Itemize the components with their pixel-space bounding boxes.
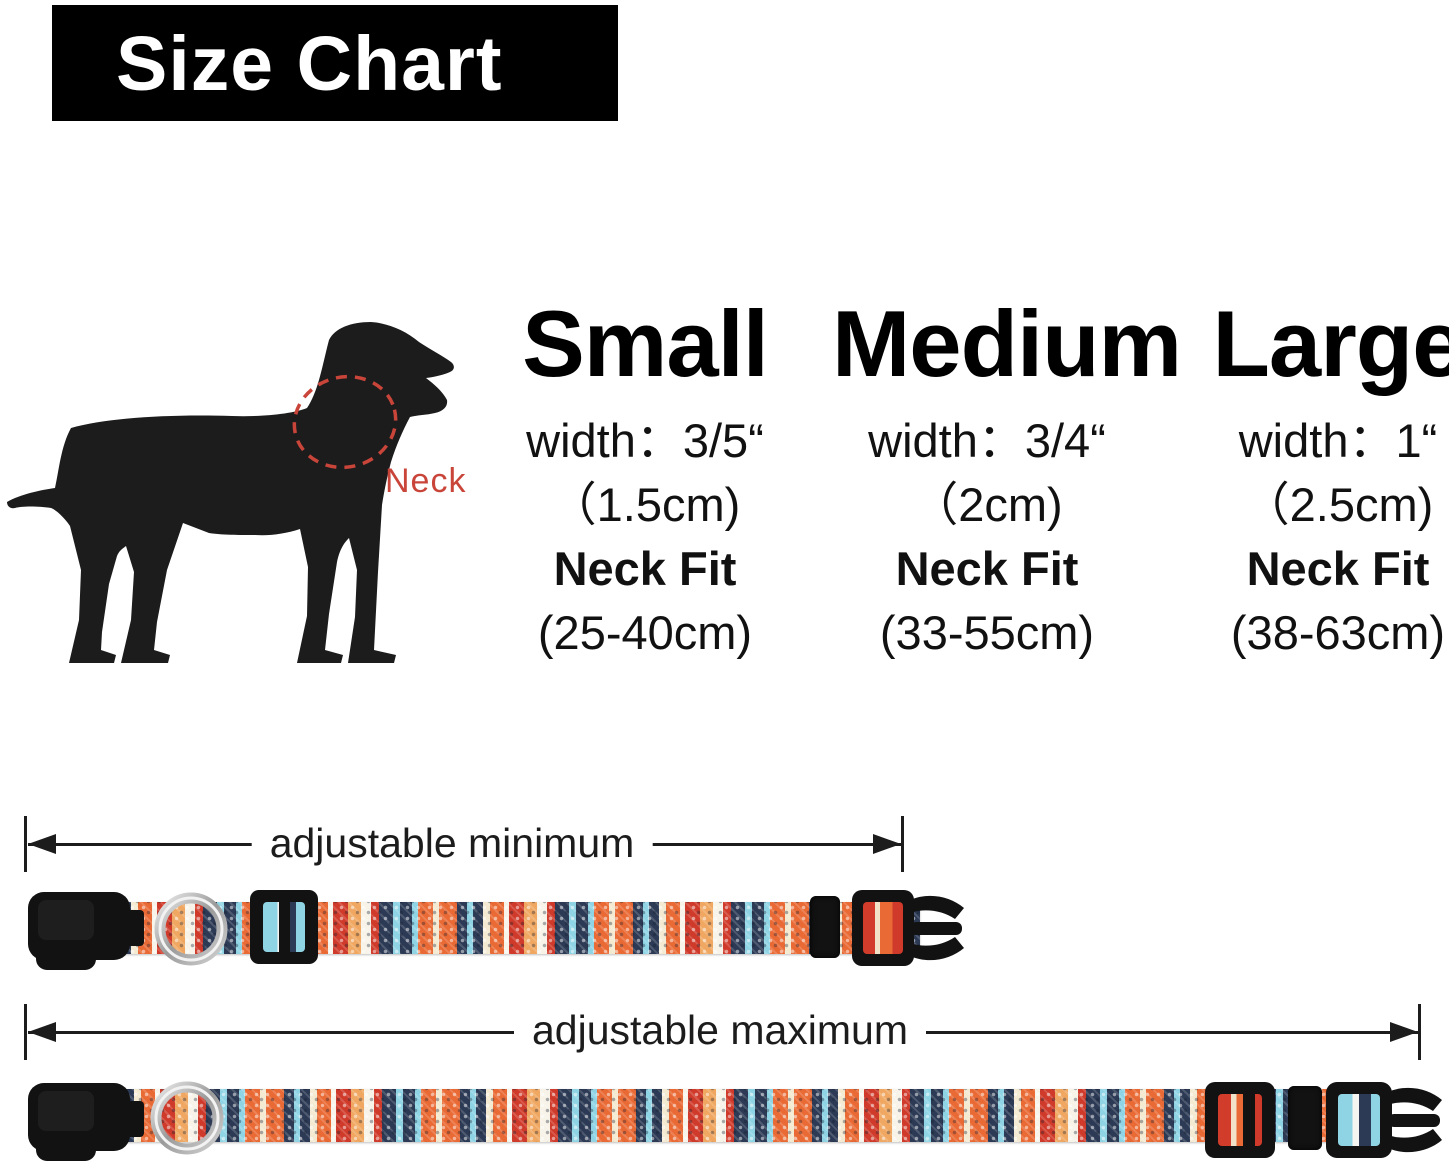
- size-fit-label: Neck Fit: [553, 542, 737, 596]
- dog-body-shape: [7, 322, 454, 663]
- neck-measure-circle: [292, 374, 398, 470]
- size-fit-range: (38-63cm): [1230, 606, 1446, 660]
- title-banner: Size Chart: [52, 5, 618, 121]
- arrow-label-minimum: adjustable minimum: [251, 821, 653, 865]
- size-name: Medium: [832, 291, 1182, 396]
- collar-strap: [105, 902, 920, 954]
- d-ring-icon: [150, 1081, 224, 1155]
- size-column-large: Large width：1“ （2.5cm) Neck Fit (38-63cm…: [1183, 292, 1449, 665]
- size-name: Large: [1212, 291, 1449, 396]
- strap-keeper: [810, 896, 840, 958]
- buckle-female-icon: [28, 892, 144, 970]
- arrow-end-bar: [1418, 1004, 1421, 1060]
- slider-icon: [250, 890, 318, 964]
- size-fit-label: Neck Fit: [895, 542, 1079, 596]
- size-width: width：3/5“: [526, 414, 764, 468]
- dog-silhouette: [7, 322, 457, 672]
- arrow-left-icon: [28, 834, 56, 854]
- buckle-female-icon: [28, 1083, 144, 1161]
- size-column-small: Small width：3/5“ （1.5cm) Neck Fit (25-40…: [490, 292, 800, 665]
- size-width: width：1“: [1238, 414, 1438, 468]
- size-width-cm: （2.5cm): [1242, 478, 1434, 532]
- size-width-cm: （2cm): [911, 478, 1063, 532]
- size-width-cm: （1.5cm): [549, 478, 741, 532]
- size-name: Small: [522, 291, 769, 396]
- size-width: width：3/4“: [868, 414, 1106, 468]
- arrow-left-icon: [28, 1022, 56, 1042]
- size-fit-range: (25-40cm): [537, 606, 753, 660]
- d-ring-icon: [154, 892, 228, 966]
- neck-label: Neck: [385, 462, 467, 500]
- dog-silhouette-image: [7, 322, 454, 663]
- size-fit-label: Neck Fit: [1246, 542, 1430, 596]
- collar-strap: [108, 1089, 1343, 1142]
- arrow-right-icon: [1390, 1022, 1418, 1042]
- buckle-male-icon: [1326, 1082, 1442, 1158]
- arrow-end-bar: [901, 816, 904, 872]
- page-title: Size Chart: [116, 21, 503, 107]
- slider-icon: [1205, 1082, 1275, 1158]
- size-column-medium: Medium width：3/4“ （2cm) Neck Fit (33-55c…: [832, 291, 1182, 665]
- size-fit-range: (33-55cm): [879, 606, 1095, 660]
- arrow-end-bar: [24, 1004, 27, 1060]
- arrow-right-icon: [873, 834, 901, 854]
- arrow-label-maximum: adjustable maximum: [514, 1008, 926, 1052]
- arrow-end-bar: [24, 816, 27, 872]
- strap-keeper: [1288, 1086, 1322, 1150]
- buckle-male-icon: [852, 890, 964, 966]
